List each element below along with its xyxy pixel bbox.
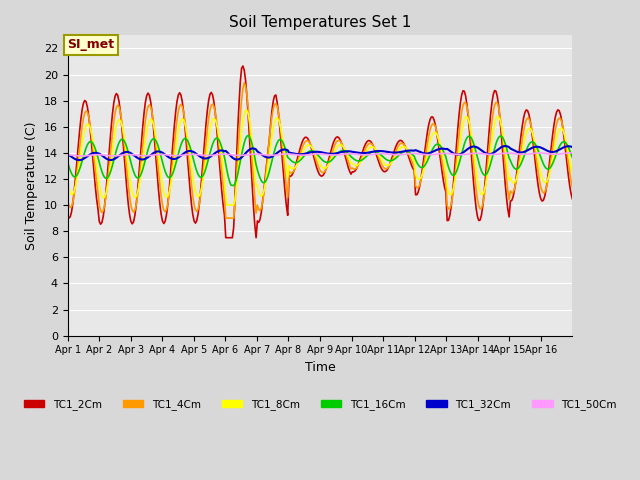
- TC1_16Cm: [567, 151, 575, 157]
- TC1_2Cm: [426, 117, 434, 122]
- TC1_16Cm: [326, 158, 333, 164]
- TC1_32Cm: [501, 143, 509, 149]
- TC1_8Cm: [426, 139, 434, 145]
- TC1_16Cm: [426, 152, 434, 158]
- TC1_2Cm: [97, 221, 104, 227]
- Y-axis label: Soil Temperature (C): Soil Temperature (C): [25, 121, 38, 250]
- TC1_8Cm: [64, 180, 72, 185]
- Line: TC1_2Cm: TC1_2Cm: [68, 66, 572, 238]
- TC1_8Cm: [568, 170, 576, 176]
- TC1_50Cm: [78, 153, 86, 159]
- Title: Soil Temperatures Set 1: Soil Temperatures Set 1: [229, 15, 411, 30]
- TC1_16Cm: [97, 164, 104, 170]
- TC1_2Cm: [567, 191, 575, 197]
- TC1_4Cm: [426, 127, 434, 133]
- TC1_50Cm: [500, 150, 508, 156]
- Line: TC1_4Cm: TC1_4Cm: [68, 83, 572, 218]
- TC1_50Cm: [566, 150, 573, 156]
- TC1_32Cm: [500, 144, 508, 149]
- TC1_16Cm: [568, 155, 576, 160]
- TC1_4Cm: [64, 197, 72, 203]
- TC1_4Cm: [568, 184, 576, 190]
- TC1_32Cm: [568, 144, 576, 150]
- TC1_8Cm: [223, 202, 231, 208]
- TC1_32Cm: [425, 150, 433, 156]
- TC1_32Cm: [82, 155, 90, 160]
- TC1_2Cm: [239, 63, 247, 69]
- Text: SI_met: SI_met: [68, 38, 115, 51]
- TC1_2Cm: [501, 180, 509, 186]
- TC1_32Cm: [567, 144, 575, 149]
- TC1_2Cm: [81, 97, 88, 103]
- TC1_16Cm: [228, 182, 236, 188]
- TC1_32Cm: [64, 152, 72, 157]
- TC1_4Cm: [501, 163, 509, 168]
- TC1_16Cm: [64, 159, 72, 165]
- TC1_2Cm: [568, 196, 576, 202]
- TC1_4Cm: [567, 178, 575, 184]
- TC1_50Cm: [64, 152, 72, 158]
- TC1_4Cm: [222, 215, 230, 221]
- TC1_8Cm: [567, 164, 575, 170]
- TC1_8Cm: [326, 159, 333, 165]
- TC1_2Cm: [64, 212, 72, 218]
- TC1_8Cm: [81, 127, 88, 133]
- TC1_4Cm: [326, 156, 333, 162]
- TC1_50Cm: [568, 150, 576, 156]
- TC1_4Cm: [241, 80, 248, 85]
- Legend: TC1_2Cm, TC1_4Cm, TC1_8Cm, TC1_16Cm, TC1_32Cm, TC1_50Cm: TC1_2Cm, TC1_4Cm, TC1_8Cm, TC1_16Cm, TC1…: [19, 395, 621, 414]
- TC1_8Cm: [501, 148, 509, 154]
- TC1_32Cm: [76, 157, 83, 163]
- TC1_16Cm: [81, 149, 88, 155]
- TC1_50Cm: [82, 153, 90, 159]
- TC1_32Cm: [324, 151, 332, 156]
- TC1_50Cm: [567, 150, 575, 156]
- TC1_8Cm: [242, 108, 250, 113]
- TC1_50Cm: [98, 152, 106, 158]
- TC1_2Cm: [326, 152, 333, 158]
- TC1_8Cm: [97, 189, 104, 194]
- TC1_2Cm: [222, 235, 230, 240]
- TC1_4Cm: [97, 207, 104, 213]
- Line: TC1_8Cm: TC1_8Cm: [68, 110, 572, 205]
- TC1_4Cm: [81, 110, 88, 116]
- TC1_50Cm: [425, 152, 433, 157]
- TC1_16Cm: [501, 141, 509, 146]
- Line: TC1_16Cm: TC1_16Cm: [68, 135, 572, 185]
- X-axis label: Time: Time: [305, 361, 335, 374]
- TC1_50Cm: [324, 152, 332, 157]
- Line: TC1_50Cm: TC1_50Cm: [68, 153, 572, 156]
- TC1_16Cm: [244, 132, 252, 138]
- TC1_32Cm: [98, 153, 106, 158]
- Line: TC1_32Cm: TC1_32Cm: [68, 146, 572, 160]
